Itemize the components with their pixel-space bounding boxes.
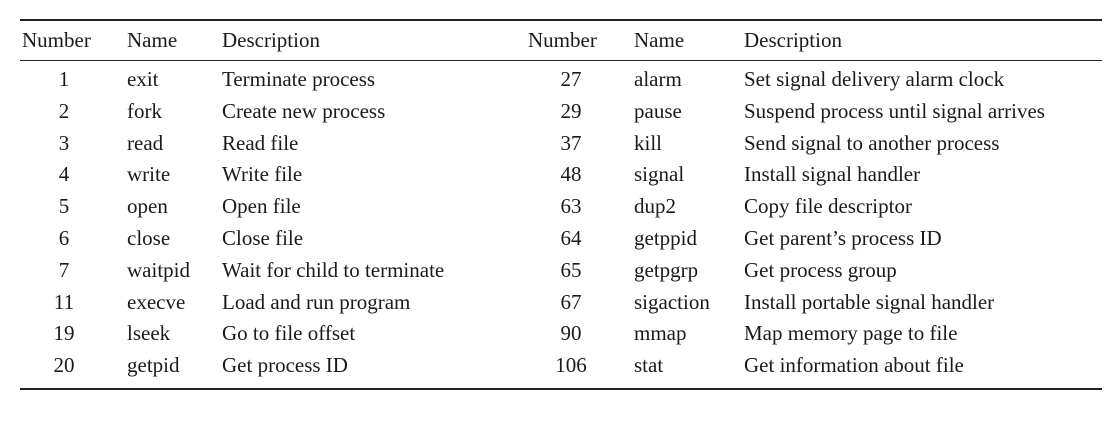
syscall-name: lseek	[127, 321, 171, 346]
syscall-description: Write file	[222, 162, 303, 187]
syscall-description: Load and run program	[222, 289, 411, 314]
syscall-description: Install signal handler	[744, 162, 921, 187]
header-number-left: Number	[22, 28, 91, 52]
syscall-number: 27	[560, 67, 582, 91]
syscall-number: 3	[58, 130, 70, 155]
header-name-left: Name	[127, 28, 178, 52]
syscall-description: Suspend process until signal arrives	[744, 98, 1045, 123]
syscall-name: dup2	[634, 194, 676, 219]
syscall-number: 67	[560, 289, 582, 314]
header-description-left: Description	[222, 28, 320, 52]
syscall-number: 6	[58, 226, 70, 250]
syscall-number: 19	[53, 321, 75, 346]
syscall-name: open	[127, 194, 168, 219]
syscall-name: write	[127, 162, 171, 187]
syscall-description: Get parent’s process ID	[744, 226, 942, 250]
syscall-number: 63	[560, 194, 582, 219]
syscall-name: signal	[634, 162, 685, 187]
syscall-description: Send signal to another process	[744, 130, 1000, 155]
syscall-number: 90	[560, 321, 582, 346]
syscall-description: Get information about file	[744, 353, 964, 378]
syscall-number: 29	[560, 98, 582, 123]
syscall-name: execve	[127, 289, 186, 314]
syscall-description: Create new process	[222, 98, 386, 123]
syscall-number: 1	[58, 67, 70, 91]
syscall-name: getppid	[634, 226, 697, 250]
syscall-description: Install portable signal handler	[744, 289, 995, 314]
syscall-description: Get process ID	[222, 353, 348, 378]
syscall-number: 64	[560, 226, 582, 250]
syscall-number: 37	[560, 130, 582, 155]
header-number-right: Number	[528, 28, 597, 52]
syscall-name: stat	[634, 353, 664, 378]
syscall-name: kill	[634, 130, 663, 155]
header-description-right: Description	[744, 28, 842, 52]
header-name-right: Name	[634, 28, 685, 52]
syscall-number: 4	[58, 162, 70, 187]
syscall-number: 65	[560, 257, 582, 282]
syscall-name: pause	[634, 98, 682, 123]
syscall-number: 106	[555, 353, 587, 378]
syscall-number: 20	[53, 353, 75, 378]
syscall-name: exit	[127, 67, 159, 91]
syscall-description: Go to file offset	[222, 321, 356, 346]
syscall-description: Get process group	[744, 257, 897, 282]
syscall-description: Close file	[222, 226, 304, 250]
syscall-name: read	[127, 130, 164, 155]
syscall-name: getpgrp	[634, 257, 699, 282]
syscall-name: getpid	[127, 353, 180, 378]
syscall-description: Read file	[222, 130, 299, 155]
syscall-number: 11	[53, 289, 75, 314]
syscall-number: 2	[58, 98, 70, 123]
syscall-number: 48	[560, 162, 582, 187]
syscall-description: Wait for child to terminate	[222, 257, 445, 282]
syscall-name: waitpid	[127, 257, 190, 282]
table-bottom-rule	[20, 388, 1102, 390]
syscall-name: close	[127, 226, 171, 250]
syscall-name: alarm	[634, 67, 682, 91]
syscall-description: Copy file descriptor	[744, 194, 912, 219]
table-header-rule	[20, 60, 1102, 61]
table-top-rule	[20, 19, 1102, 21]
syscall-description: Open file	[222, 194, 301, 219]
syscall-name: sigaction	[634, 289, 710, 314]
syscall-number: 5	[58, 194, 70, 219]
syscall-name: fork	[127, 98, 162, 123]
syscall-description: Set signal delivery alarm clock	[744, 67, 1005, 91]
syscall-number: 7	[58, 257, 70, 282]
syscall-description: Map memory page to file	[744, 321, 958, 346]
syscall-description: Terminate process	[222, 67, 376, 91]
syscall-name: mmap	[634, 321, 687, 346]
